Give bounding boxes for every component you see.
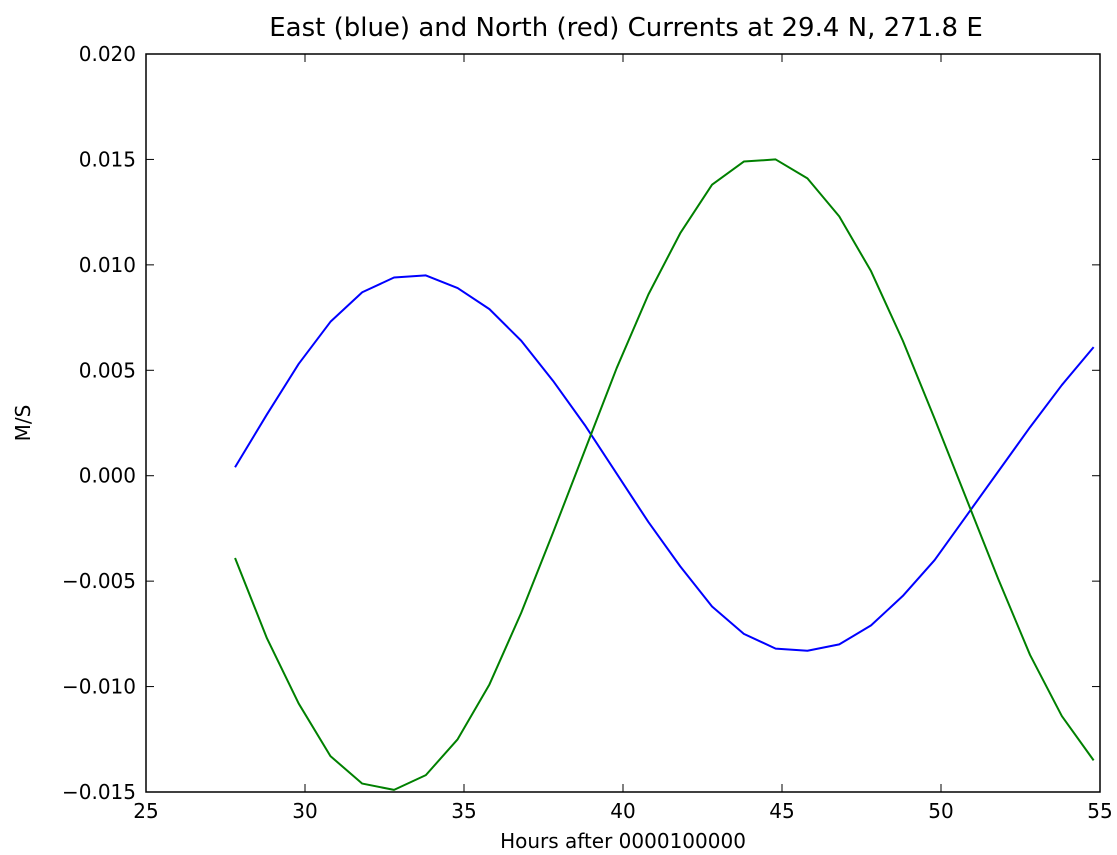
series-line-1 xyxy=(234,274,1095,652)
x-tick-label: 25 xyxy=(133,799,158,823)
x-tick-label: 55 xyxy=(1087,799,1112,823)
x-tick-label: 50 xyxy=(928,799,953,823)
x-tick-label: 40 xyxy=(610,799,635,823)
chart-title: East (blue) and North (red) Currents at … xyxy=(269,13,983,43)
y-tick-label: 0.020 xyxy=(79,42,136,66)
y-tick-label: −0.015 xyxy=(62,780,136,804)
y-tick-label: −0.005 xyxy=(62,569,136,593)
series-line-2 xyxy=(234,158,1095,791)
x-tick-label: 30 xyxy=(292,799,317,823)
y-tick-label: −0.010 xyxy=(62,675,136,699)
x-tick-label: 35 xyxy=(451,799,476,823)
x-tick-label: 45 xyxy=(769,799,794,823)
plot-area xyxy=(234,158,1095,791)
y-axis-label: M/S xyxy=(11,405,35,442)
x-axis-label: Hours after 0000100000 xyxy=(500,829,746,853)
y-tick-label: 0.010 xyxy=(79,253,136,277)
y-axis: −0.015 −0.010 −0.005 0.000 0.005 0.010 0.015 0.… xyxy=(62,42,1100,804)
y-tick-label: 0.005 xyxy=(79,358,136,382)
y-tick-label: 0.000 xyxy=(79,464,136,488)
x-axis: 25 30 35 40 45 50 55 xyxy=(133,54,1113,823)
plot-frame xyxy=(145,53,1101,793)
y-tick-label: 0.015 xyxy=(79,147,136,171)
